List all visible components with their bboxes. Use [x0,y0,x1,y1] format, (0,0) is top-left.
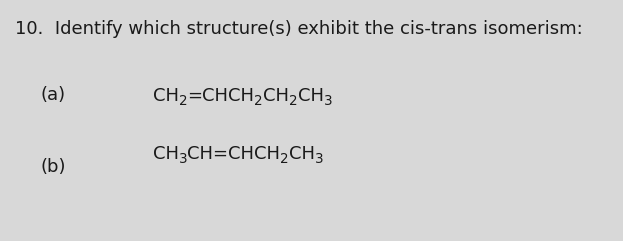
Text: 2: 2 [280,152,289,166]
Text: (b): (b) [40,158,66,176]
Text: 2: 2 [289,94,298,108]
Text: CH: CH [153,145,179,163]
Text: 3: 3 [179,152,188,166]
Text: 10.  Identify which structure(s) exhibit the cis-trans isomerism:: 10. Identify which structure(s) exhibit … [14,20,583,39]
Text: CH=CHCH: CH=CHCH [188,145,280,163]
Text: 3: 3 [323,94,332,108]
Text: CH: CH [153,87,179,105]
Text: CH: CH [298,87,323,105]
Text: 3: 3 [315,152,323,166]
Text: CH: CH [263,87,289,105]
Text: 2: 2 [254,94,263,108]
Text: 2: 2 [179,94,188,108]
Text: =CHCH: =CHCH [188,87,254,105]
Text: (a): (a) [40,86,65,104]
Text: CH: CH [289,145,315,163]
